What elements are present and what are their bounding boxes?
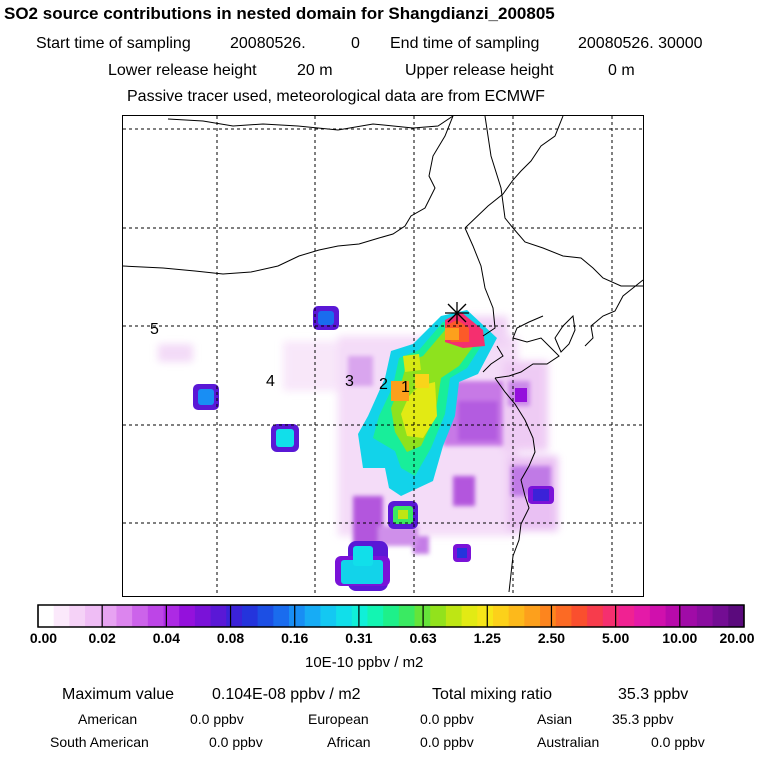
colorbar <box>37 604 745 628</box>
colorbar-swatch <box>681 605 698 627</box>
colorbar-swatch <box>116 605 133 627</box>
source-label-4: 4 <box>266 373 275 390</box>
source-label-3: 3 <box>345 373 354 390</box>
lat-lon-grid <box>123 116 643 596</box>
region-south-american-value: 0.0 ppbv <box>209 734 263 750</box>
upper-release-value: 0 m <box>608 62 635 79</box>
total-ratio-value: 35.3 ppbv <box>618 686 689 703</box>
colorbar-swatch <box>540 605 557 627</box>
plume-spots <box>193 306 554 591</box>
colorbar-swatch <box>304 605 321 627</box>
map-panel: 1 2 3 4 5 <box>122 115 644 597</box>
colorbar-tick-label: 0.02 <box>88 630 116 646</box>
colorbar-swatch <box>398 605 415 627</box>
tracer-note: Passive tracer used, meteorological data… <box>127 88 545 105</box>
colorbar-swatch <box>555 605 572 627</box>
end-time-value: 20080526. 30000 <box>578 35 703 52</box>
colorbar-swatch <box>147 605 164 627</box>
colorbar-swatch <box>336 605 353 627</box>
colorbar-swatch <box>289 605 306 627</box>
colorbar-tick-label: 20.00 <box>719 630 755 646</box>
colorbar-swatch <box>226 605 243 627</box>
colorbar-swatch <box>320 605 337 627</box>
colorbar-swatch <box>351 605 368 627</box>
plume-main <box>358 310 497 496</box>
max-value: 0.104E-08 ppbv / m2 <box>212 686 361 703</box>
colorbar-swatch <box>38 605 55 627</box>
colorbar-tick-label: 1.25 <box>473 630 501 646</box>
source-label-2: 2 <box>379 376 388 393</box>
start-time-value: 20080526. <box>230 35 306 52</box>
region-australian-label: Australian <box>537 734 600 750</box>
total-ratio-label: Total mixing ratio <box>432 686 553 703</box>
colorbar-tick-label: 0.08 <box>216 630 245 646</box>
colorbar-swatch <box>634 605 651 627</box>
page-title: SO2 source contributions in nested domai… <box>4 4 555 23</box>
colorbar-swatch <box>430 605 447 627</box>
colorbar-swatch <box>132 605 149 627</box>
colorbar-swatch <box>53 605 70 627</box>
colorbar-swatch <box>492 605 510 627</box>
colorbar-swatch <box>728 605 745 627</box>
colorbar-tick-label: 0.63 <box>409 630 437 646</box>
colorbar-swatch <box>524 605 541 627</box>
region-asian-value: 35.3 ppbv <box>612 711 674 727</box>
colorbar-swatch <box>179 605 196 627</box>
region-european-value: 0.0 ppbv <box>420 711 474 727</box>
colorbar-swatch <box>508 605 525 627</box>
colorbar-swatch <box>665 605 682 627</box>
colorbar-tick-label: 0.00 <box>29 630 58 646</box>
region-american-label: American <box>78 711 138 727</box>
region-european-label: European <box>308 711 369 727</box>
colorbar-swatch <box>649 605 666 627</box>
colorbar-swatch <box>571 605 588 627</box>
lower-release-value: 20 m <box>297 62 333 79</box>
colorbar-frame <box>37 604 745 628</box>
region-african-label: African <box>327 734 371 750</box>
colorbar-swatch <box>477 605 494 627</box>
lower-release-label: Lower release height <box>108 62 257 79</box>
colorbar-tick-label: 5.00 <box>602 630 630 646</box>
region-african-value: 0.0 ppbv <box>420 734 474 750</box>
start-time-value-2: 0 <box>351 35 360 52</box>
colorbar-swatch <box>210 605 227 627</box>
colorbar-swatch <box>69 605 86 627</box>
region-australian-value: 0.0 ppbv <box>651 734 705 750</box>
colorbar-swatch <box>618 605 635 627</box>
colorbar-swatch <box>367 605 384 627</box>
colorbar-swatch <box>273 605 290 627</box>
colorbar-swatch <box>445 605 462 627</box>
colorbar-swatch <box>696 605 714 627</box>
colorbar-units: 10E-10 ppbv / m2 <box>305 654 424 671</box>
colorbar-tick-label: 2.50 <box>537 630 566 646</box>
region-american-value: 0.0 ppbv <box>190 711 244 727</box>
colorbar-swatch <box>85 605 102 627</box>
colorbar-swatch <box>100 605 117 627</box>
region-south-american-label: South American <box>50 734 149 750</box>
colorbar-swatch <box>241 605 259 627</box>
region-asian-label: Asian <box>537 711 573 727</box>
colorbar-swatch <box>461 605 478 627</box>
end-time-label: End time of sampling <box>390 35 540 52</box>
upper-release-label: Upper release height <box>405 62 554 79</box>
colorbar-tick-label: 10.00 <box>662 630 698 646</box>
colorbar-swatch <box>587 605 604 627</box>
colorbar-swatch <box>712 605 729 627</box>
colorbar-swatch <box>602 605 619 627</box>
source-label-5: 5 <box>150 321 159 338</box>
start-time-label: Start time of sampling <box>36 35 191 52</box>
colorbar-swatch <box>257 605 274 627</box>
source-label-1: 1 <box>401 379 410 396</box>
colorbar-swatch <box>383 605 400 627</box>
colorbar-tick-label: 0.31 <box>345 630 373 646</box>
colorbar-swatch <box>194 605 211 627</box>
receptor-marker <box>445 302 469 324</box>
max-value-label: Maximum value <box>62 686 175 703</box>
colorbar-tick-label: 0.16 <box>281 630 309 646</box>
colorbar-tick-label: 0.04 <box>152 630 180 646</box>
colorbar-swatch <box>163 605 180 627</box>
country-borders <box>123 116 643 593</box>
map-canvas: 1 2 3 4 5 <box>123 116 643 596</box>
